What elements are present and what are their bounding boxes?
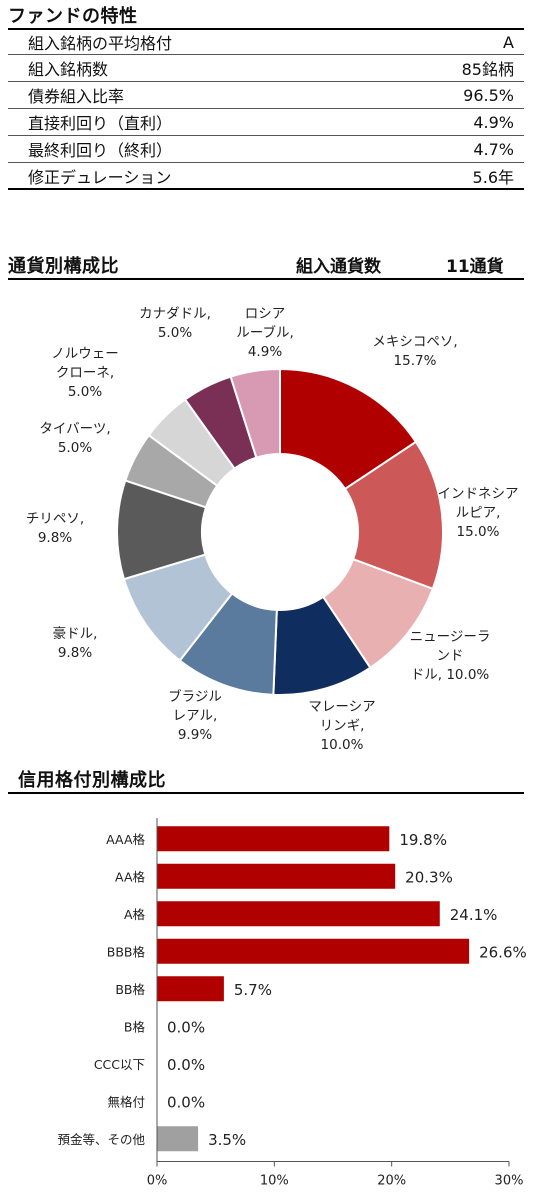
bar-1 (157, 826, 390, 852)
table-row: 組入銘柄の平均格付 A (8, 28, 524, 55)
rating-bar-chart: AAA格 19.8% AA格 20.3% A格 24.1% BBB格 26.6% BB格 5.7%… (0, 800, 550, 1190)
value-label-7: 0.0% (167, 1056, 205, 1074)
row-label: 修正デュレーション (28, 167, 172, 187)
value-label-2: 20.3% (405, 868, 453, 886)
slice-label-7: チリペソ, 9.8% (25, 511, 85, 546)
slice-label-4: マレーシア リンギ, 10.0% (308, 699, 376, 753)
value-label-6: 0.0% (167, 1018, 205, 1036)
row-value: 96.5% (463, 85, 514, 105)
value-label-4: 26.6% (479, 943, 527, 961)
slice-label-2: インドネシア ルピア, 15.0% (437, 486, 519, 540)
slice-label-5: ブラジル レアル, 9.9% (168, 689, 222, 743)
characteristics-table: 組入銘柄の平均格付 A 組入銘柄数 85銘柄 債券組入比率 96.5% 直接利回り（直… (8, 28, 524, 190)
value-label-3: 24.1% (450, 906, 498, 924)
category-label-9: 預金等、その他 (57, 1132, 145, 1147)
bar-9 (157, 1126, 199, 1152)
category-label-8: 無格付 (107, 1094, 145, 1109)
table-row: 債券組入比率 96.5% (8, 82, 524, 109)
row-value: 5.6年 (472, 167, 514, 187)
value-label-5: 5.7% (234, 981, 272, 999)
table-row: 組入銘柄数 85銘柄 (8, 55, 524, 82)
category-label-5: BB格 (115, 982, 145, 997)
characteristics-title: ファンドの特性 (8, 6, 138, 27)
donut-slice-11 (229, 367, 281, 459)
value-label-9: 3.5% (208, 1131, 246, 1149)
slice-label-3: ニュージーラ ンド ドル, 10.0% (409, 629, 491, 683)
category-label-4: BBB格 (107, 944, 146, 959)
value-label-1: 19.8% (399, 831, 447, 849)
x-tick-label-1: 0% (147, 1174, 168, 1189)
x-tick-label-2: 10% (260, 1174, 289, 1189)
row-label: 直接利回り（直利） (28, 114, 173, 133)
slice-label-1: メキシコペソ, 15.7% (372, 334, 458, 369)
row-label: 債券組入比率 (28, 87, 125, 106)
currency-title-rule (8, 278, 524, 280)
bar-3 (157, 901, 440, 927)
rating-title-rule (8, 792, 524, 794)
x-tick-label-4: 30% (495, 1174, 524, 1189)
category-label-7: CCC以下 (94, 1057, 145, 1072)
category-label-6: B格 (124, 1019, 146, 1034)
currency-donut-chart: メキシコペソ, 15.7% インドネシア ルピア, 15.0% ニュージーラ ンド … (0, 285, 550, 755)
bar-5 (157, 976, 224, 1002)
currency-title: 通貨別構成比 (8, 256, 119, 277)
bar-2 (157, 863, 396, 889)
bar-4 (157, 938, 470, 964)
donut-svg (116, 367, 444, 696)
slice-label-9: ノルウェー クローネ, 5.0% (51, 346, 119, 400)
category-label-1: AAA格 (106, 832, 145, 847)
row-value: 85銘柄 (461, 60, 514, 79)
table-row: 直接利回り（直利） 4.9% (8, 109, 524, 136)
slice-label-11: ロシア ルーブル, 4.9% (236, 306, 294, 360)
row-value: 4.9% (473, 112, 514, 132)
donut-slice-1 (279, 367, 418, 491)
row-value: 4.7% (473, 139, 514, 159)
table-row: 最終利回り（終利） 4.7% (8, 136, 524, 163)
slice-label-10: カナダドル, 5.0% (139, 306, 211, 341)
currency-count-label: 組入通貨数 (296, 257, 381, 277)
bar-svg: AAA格 19.8% AA格 20.3% A格 24.1% BBB格 26.6% BB格 5.7%… (57, 818, 527, 1189)
rating-title: 信用格付別構成比 (18, 770, 166, 791)
row-value: A (503, 32, 514, 52)
slice-label-6: 豪ドル, 9.8% (52, 626, 98, 661)
donut-slice-2 (343, 440, 444, 591)
value-label-8: 0.0% (167, 1093, 205, 1111)
row-label: 組入銘柄数 (28, 60, 109, 79)
row-label: 最終利回り（終利） (28, 141, 173, 160)
category-label-3: A格 (124, 907, 146, 922)
table-row: 修正デュレーション 5.6年 (8, 163, 524, 190)
category-label-2: AA格 (115, 869, 145, 884)
row-label: 組入銘柄の平均格付 (28, 34, 173, 53)
x-tick-label-3: 20% (377, 1174, 406, 1189)
slice-label-8: タイバーツ, 5.0% (39, 421, 111, 456)
currency-count-value: 11通貨 (446, 257, 504, 277)
